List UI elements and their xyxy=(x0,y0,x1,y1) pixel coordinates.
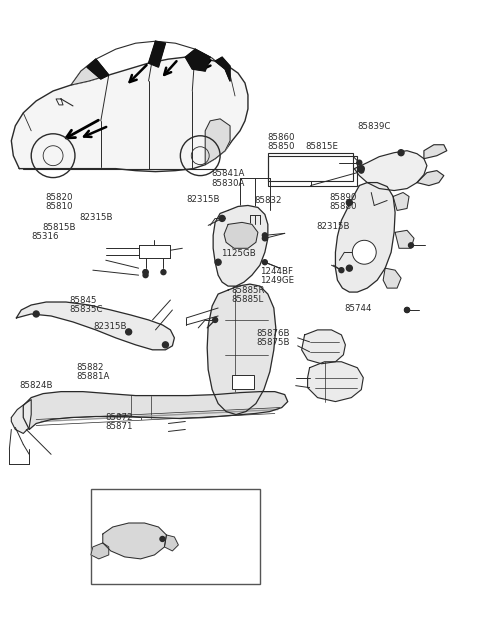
Circle shape xyxy=(160,536,165,542)
Polygon shape xyxy=(393,193,409,210)
Polygon shape xyxy=(417,171,444,186)
Polygon shape xyxy=(87,59,109,79)
Text: 85885L: 85885L xyxy=(231,295,264,304)
Polygon shape xyxy=(148,41,166,67)
Circle shape xyxy=(405,307,409,312)
Text: 85839C: 85839C xyxy=(357,122,390,131)
Text: 85810: 85810 xyxy=(45,202,73,211)
Circle shape xyxy=(405,307,409,312)
Polygon shape xyxy=(395,230,414,248)
Text: 85820: 85820 xyxy=(45,193,73,202)
Polygon shape xyxy=(383,268,401,288)
Polygon shape xyxy=(354,151,427,191)
Circle shape xyxy=(339,268,344,273)
Text: 85841A: 85841A xyxy=(211,170,245,178)
Polygon shape xyxy=(23,392,288,429)
Circle shape xyxy=(352,240,376,264)
Circle shape xyxy=(161,270,166,275)
Circle shape xyxy=(143,270,148,275)
Text: 85824B: 85824B xyxy=(20,381,53,391)
Text: 85815B: 85815B xyxy=(42,223,76,232)
Polygon shape xyxy=(16,302,174,350)
Text: 1244BF: 1244BF xyxy=(260,267,293,276)
Text: 82315B: 82315B xyxy=(79,213,113,222)
Circle shape xyxy=(263,260,267,265)
Text: 85823: 85823 xyxy=(152,508,180,517)
Circle shape xyxy=(263,236,267,241)
Polygon shape xyxy=(205,119,230,165)
Polygon shape xyxy=(12,400,31,433)
Text: (LH): (LH) xyxy=(98,496,120,506)
Polygon shape xyxy=(165,535,179,551)
Polygon shape xyxy=(308,362,363,402)
Polygon shape xyxy=(12,57,248,172)
Polygon shape xyxy=(424,145,447,159)
Circle shape xyxy=(408,243,413,248)
Circle shape xyxy=(358,165,364,172)
Text: 85845: 85845 xyxy=(70,296,97,305)
Text: 85832: 85832 xyxy=(254,196,282,205)
Text: 85882: 85882 xyxy=(77,363,104,372)
Circle shape xyxy=(219,215,225,222)
Text: 82315B: 82315B xyxy=(316,222,350,231)
Polygon shape xyxy=(71,59,109,85)
Text: 85316: 85316 xyxy=(31,231,59,241)
Circle shape xyxy=(143,273,148,278)
Text: 85876B: 85876B xyxy=(256,329,290,338)
Circle shape xyxy=(33,311,39,317)
Text: 85850: 85850 xyxy=(268,143,295,151)
Text: 85880: 85880 xyxy=(330,202,357,211)
Text: 85744: 85744 xyxy=(344,304,372,313)
Circle shape xyxy=(213,318,217,323)
Polygon shape xyxy=(213,205,268,286)
Text: 82315B: 82315B xyxy=(94,323,127,331)
Circle shape xyxy=(357,160,362,165)
FancyBboxPatch shape xyxy=(91,489,260,584)
Circle shape xyxy=(143,270,148,275)
Text: 85835C: 85835C xyxy=(70,305,103,314)
Circle shape xyxy=(347,199,352,205)
Circle shape xyxy=(215,259,221,265)
Polygon shape xyxy=(336,183,395,292)
Text: 85885R: 85885R xyxy=(231,286,265,294)
Polygon shape xyxy=(185,49,210,71)
Text: 1125GB: 1125GB xyxy=(221,249,256,259)
Polygon shape xyxy=(207,284,276,415)
Circle shape xyxy=(359,168,364,173)
Polygon shape xyxy=(103,523,167,559)
Text: 85890: 85890 xyxy=(330,193,357,202)
Text: 85875B: 85875B xyxy=(256,338,290,347)
Text: 82315B: 82315B xyxy=(187,195,220,204)
Polygon shape xyxy=(215,57,230,81)
FancyBboxPatch shape xyxy=(232,375,254,389)
Text: 85872: 85872 xyxy=(106,413,133,421)
Circle shape xyxy=(162,342,168,348)
Text: 1249GE: 1249GE xyxy=(260,276,294,285)
Text: 85830A: 85830A xyxy=(211,179,245,188)
Polygon shape xyxy=(91,543,109,559)
Circle shape xyxy=(263,233,267,238)
Text: (LH): (LH) xyxy=(100,491,118,500)
Text: 85871: 85871 xyxy=(106,422,133,431)
Text: 85881A: 85881A xyxy=(77,372,110,381)
Polygon shape xyxy=(301,330,346,364)
Text: 85860: 85860 xyxy=(268,133,295,142)
Polygon shape xyxy=(224,222,258,248)
Circle shape xyxy=(126,329,132,335)
Text: 85815E: 85815E xyxy=(306,143,339,151)
Circle shape xyxy=(347,265,352,271)
Circle shape xyxy=(398,150,404,155)
